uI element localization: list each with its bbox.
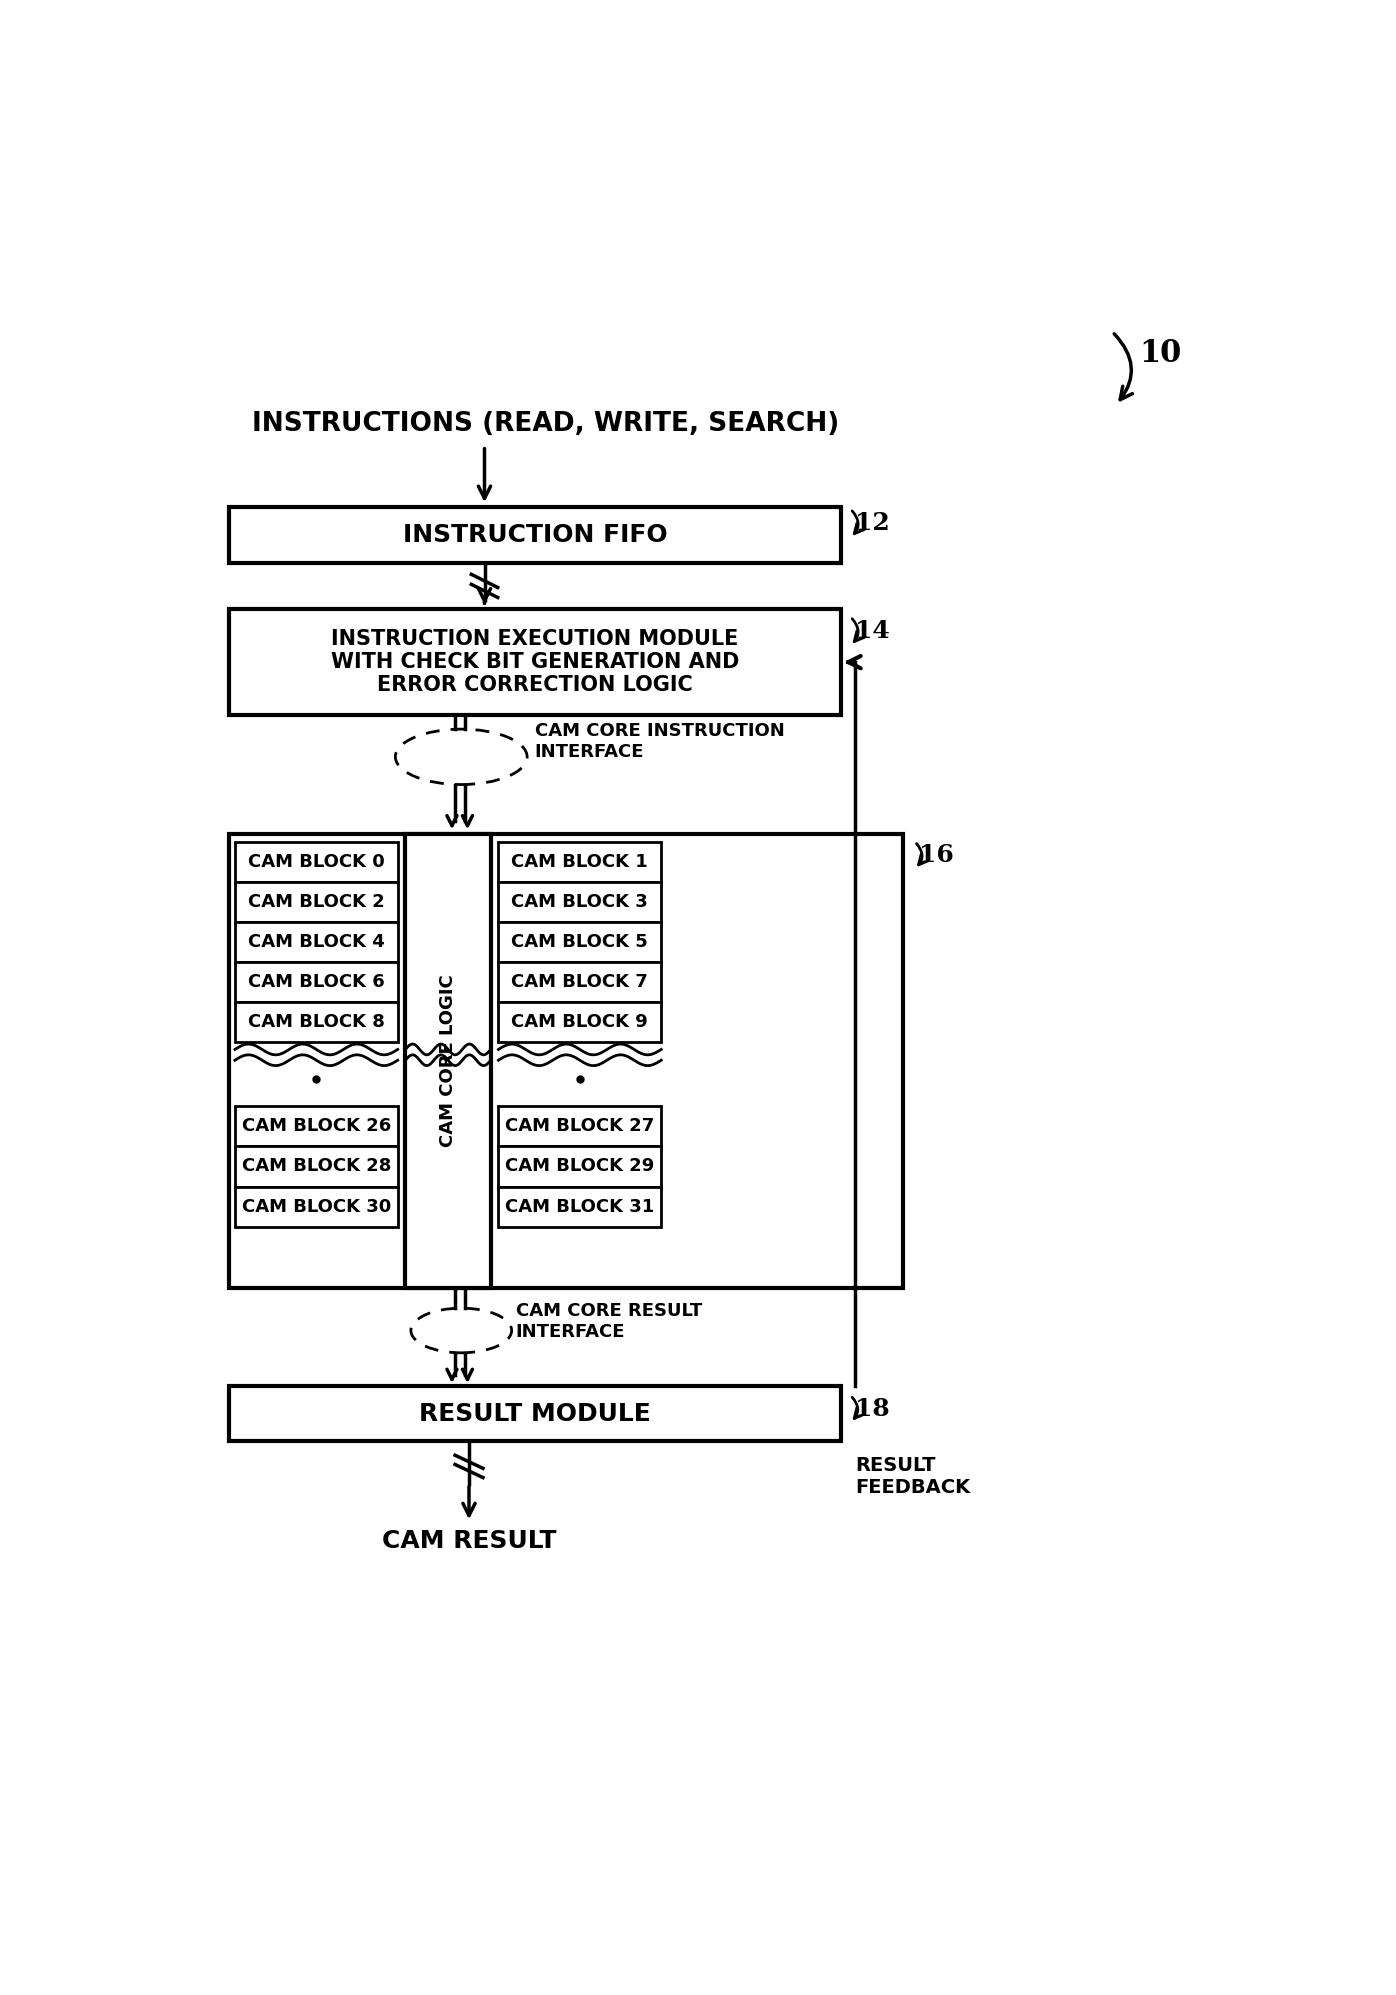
Text: CAM BLOCK 5: CAM BLOCK 5 — [511, 932, 648, 952]
Bar — [229, 834, 903, 1289]
Text: CAM BLOCK 9: CAM BLOCK 9 — [511, 1013, 648, 1031]
Text: CAM BLOCK 30: CAM BLOCK 30 — [242, 1197, 391, 1215]
Ellipse shape — [395, 728, 528, 784]
Bar — [229, 507, 840, 563]
Text: 18: 18 — [854, 1396, 889, 1420]
Bar — [235, 1001, 398, 1041]
Text: 14: 14 — [854, 618, 889, 642]
Bar — [498, 1147, 662, 1187]
Text: CAM BLOCK 2: CAM BLOCK 2 — [248, 892, 385, 910]
Bar — [498, 922, 662, 962]
Bar — [229, 608, 840, 716]
Text: CAM BLOCK 4: CAM BLOCK 4 — [248, 932, 385, 952]
Bar — [235, 842, 398, 882]
Bar — [235, 1187, 398, 1227]
Text: CAM BLOCK 26: CAM BLOCK 26 — [242, 1117, 391, 1135]
Bar — [235, 922, 398, 962]
Text: CAM BLOCK 8: CAM BLOCK 8 — [248, 1013, 385, 1031]
Bar — [498, 1001, 662, 1041]
Text: CAM CORE RESULT
INTERFACE: CAM CORE RESULT INTERFACE — [515, 1303, 702, 1341]
Bar — [498, 882, 662, 922]
Text: 12: 12 — [854, 511, 889, 535]
Text: CAM BLOCK 0: CAM BLOCK 0 — [248, 852, 385, 870]
Text: CAM BLOCK 31: CAM BLOCK 31 — [505, 1197, 655, 1215]
Text: INSTRUCTION FIFO: INSTRUCTION FIFO — [402, 523, 667, 547]
Bar — [235, 1107, 398, 1147]
Bar — [498, 842, 662, 882]
Text: CAM BLOCK 6: CAM BLOCK 6 — [248, 974, 385, 992]
Text: CAM RESULT: CAM RESULT — [381, 1530, 556, 1554]
Text: 10: 10 — [1139, 337, 1181, 369]
Text: RESULT MODULE: RESULT MODULE — [419, 1402, 651, 1426]
Text: CAM BLOCK 28: CAM BLOCK 28 — [242, 1157, 391, 1175]
Bar — [229, 1387, 840, 1440]
Bar — [498, 1187, 662, 1227]
Bar — [235, 1147, 398, 1187]
Text: CAM BLOCK 7: CAM BLOCK 7 — [511, 974, 648, 992]
Bar — [498, 1107, 662, 1147]
Bar — [405, 834, 491, 1289]
Bar — [498, 962, 662, 1001]
Text: CAM BLOCK 27: CAM BLOCK 27 — [505, 1117, 655, 1135]
Bar — [235, 882, 398, 922]
Text: RESULT
FEEDBACK: RESULT FEEDBACK — [854, 1456, 970, 1496]
Text: CAM BLOCK 1: CAM BLOCK 1 — [511, 852, 648, 870]
Text: CAM CORE LOGIC: CAM CORE LOGIC — [440, 976, 456, 1147]
Ellipse shape — [410, 1309, 511, 1353]
Text: CAM BLOCK 3: CAM BLOCK 3 — [511, 892, 648, 910]
Text: CAM BLOCK 29: CAM BLOCK 29 — [505, 1157, 655, 1175]
Text: 16: 16 — [919, 844, 953, 868]
Text: INSTRUCTIONS (READ, WRITE, SEARCH): INSTRUCTIONS (READ, WRITE, SEARCH) — [253, 411, 839, 437]
Bar — [235, 962, 398, 1001]
Text: CAM CORE INSTRUCTION
INTERFACE: CAM CORE INSTRUCTION INTERFACE — [535, 722, 785, 760]
Text: INSTRUCTION EXECUTION MODULE
WITH CHECK BIT GENERATION AND
ERROR CORRECTION LOGI: INSTRUCTION EXECUTION MODULE WITH CHECK … — [331, 628, 738, 696]
